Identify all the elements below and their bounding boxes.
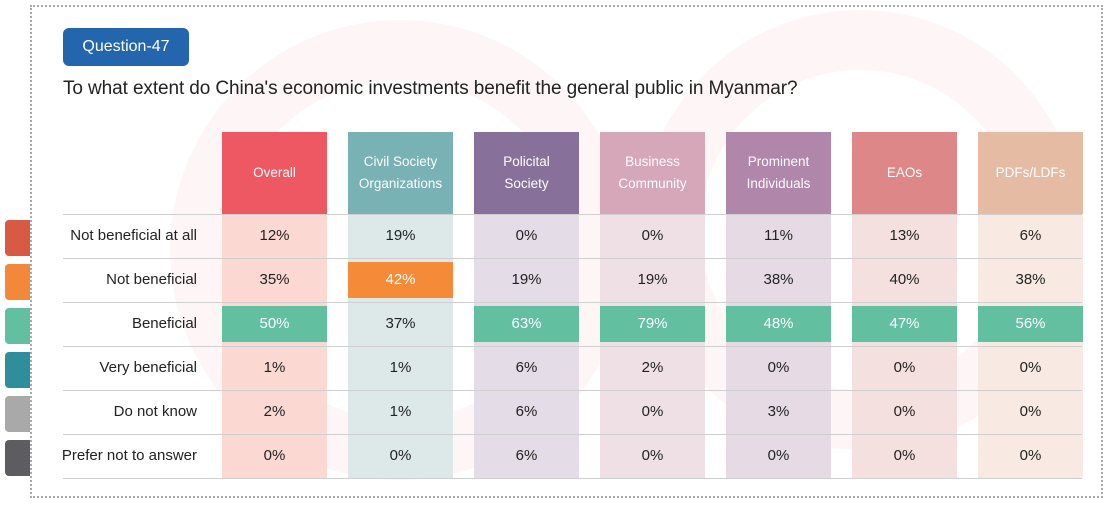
table-cell: 0% [767,359,790,376]
column-header: Overall [222,132,327,214]
table-cell: 1% [263,359,286,376]
column-header: Business Community [600,132,705,214]
row-divider [63,346,1082,347]
question-badge: Question-47 [63,28,189,66]
table-cell: 37% [385,315,416,332]
table-cell: 0% [515,227,538,244]
table-cell: 11% [764,227,793,244]
legend-tab [5,308,30,344]
row-divider [63,390,1082,391]
legend-tab [5,220,30,256]
row-label: Very beneficial [99,359,197,376]
table-column: PDFs/LDFs [978,132,1083,478]
table-cell: 6% [515,447,538,464]
row-label: Not beneficial at all [70,227,197,244]
highlight-cell: 63% [474,306,579,342]
table-column: EAOs [852,132,957,478]
table-cell: 0% [389,447,412,464]
table-cell: 0% [641,447,664,464]
row-label: Prefer not to answer [61,447,197,464]
legend-tab [5,396,30,432]
slide-frame [30,5,1103,498]
table-cell: 0% [263,447,286,464]
row-label: Beneficial [131,315,197,332]
row-divider [63,258,1082,259]
table-cell: 40% [889,271,920,288]
table-cell: 19% [385,227,416,244]
row-divider [63,302,1082,303]
table-cell: 0% [641,227,664,244]
table-cell: 0% [893,403,916,420]
highlight-cell: 47% [852,306,957,342]
column-header: Prominent Individuals [726,132,831,214]
table-cell: 3% [767,403,790,420]
table-cell: 0% [767,447,790,464]
table-cell: 13% [889,227,920,244]
table-column: Business Community [600,132,705,478]
table-cell: 0% [1019,403,1042,420]
table-cell: 38% [763,271,794,288]
column-header: PDFs/LDFs [978,132,1083,214]
table-column: Civil Society Organizations [348,132,453,478]
row-divider [63,434,1082,435]
table-cell: 6% [1019,227,1042,244]
table-cell: 1% [389,359,412,376]
table-cell: 38% [1015,271,1046,288]
table-cell: 19% [511,271,542,288]
highlight-cell: 48% [726,306,831,342]
column-header: EAOs [852,132,957,214]
table-cell: 6% [515,403,538,420]
table-cell: 0% [893,359,916,376]
legend-tab [5,264,30,300]
column-header: Civil Society Organizations [348,132,453,214]
table-cell: 0% [1019,359,1042,376]
legend-tab [5,440,30,476]
highlight-cell: 79% [600,306,705,342]
table-cell: 19% [637,271,668,288]
table-cell: 6% [515,359,538,376]
column-header: Policital Society [474,132,579,214]
table-cell: 1% [389,403,412,420]
table-cell: 35% [259,271,290,288]
table-cell: 0% [893,447,916,464]
row-label: Not beneficial [106,271,197,288]
table-column: Overall [222,132,327,478]
table-cell: 2% [641,359,664,376]
row-divider [63,214,1082,215]
legend-tab [5,352,30,388]
highlight-cell: 50% [222,306,327,342]
table-column: Prominent Individuals [726,132,831,478]
highlight-cell: 42% [348,262,453,298]
table-cell: 2% [263,403,286,420]
table-cell: 0% [1019,447,1042,464]
row-divider [63,478,1082,479]
highlight-cell: 56% [978,306,1083,342]
table-cell: 0% [641,403,664,420]
question-title: To what extent do China's economic inves… [63,78,798,99]
row-label: Do not know [113,403,197,420]
table-column: Policital Society [474,132,579,478]
table-cell: 12% [259,227,290,244]
